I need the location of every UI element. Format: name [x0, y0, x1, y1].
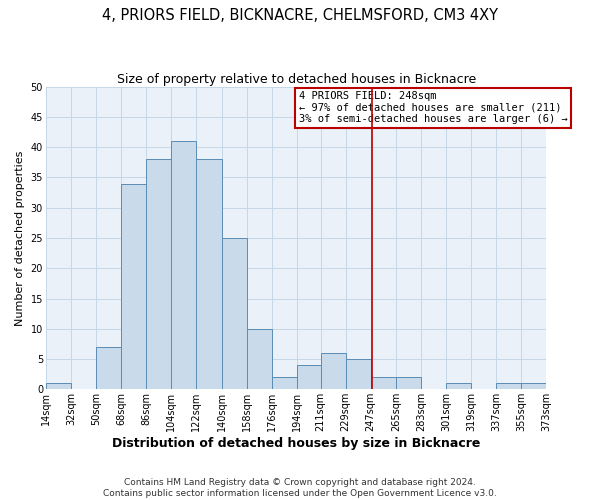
- Text: 4, PRIORS FIELD, BICKNACRE, CHELMSFORD, CM3 4XY: 4, PRIORS FIELD, BICKNACRE, CHELMSFORD, …: [102, 8, 498, 22]
- Bar: [371, 377, 396, 390]
- Bar: [272, 377, 297, 390]
- Bar: [496, 383, 521, 390]
- X-axis label: Distribution of detached houses by size in Bicknacre: Distribution of detached houses by size …: [112, 437, 481, 450]
- Text: Contains HM Land Registry data © Crown copyright and database right 2024.
Contai: Contains HM Land Registry data © Crown c…: [103, 478, 497, 498]
- Bar: [121, 184, 146, 390]
- Title: Size of property relative to detached houses in Bicknacre: Size of property relative to detached ho…: [116, 72, 476, 86]
- Bar: [46, 383, 71, 390]
- Bar: [247, 329, 272, 390]
- Bar: [521, 383, 547, 390]
- Bar: [320, 353, 346, 390]
- Bar: [196, 160, 221, 390]
- Bar: [172, 141, 196, 390]
- Bar: [146, 160, 172, 390]
- Text: 4 PRIORS FIELD: 248sqm
← 97% of detached houses are smaller (211)
3% of semi-det: 4 PRIORS FIELD: 248sqm ← 97% of detached…: [299, 91, 568, 124]
- Bar: [346, 359, 371, 390]
- Y-axis label: Number of detached properties: Number of detached properties: [15, 150, 25, 326]
- Bar: [221, 238, 247, 390]
- Bar: [446, 383, 471, 390]
- Bar: [297, 365, 320, 390]
- Bar: [96, 347, 121, 390]
- Bar: [396, 377, 421, 390]
